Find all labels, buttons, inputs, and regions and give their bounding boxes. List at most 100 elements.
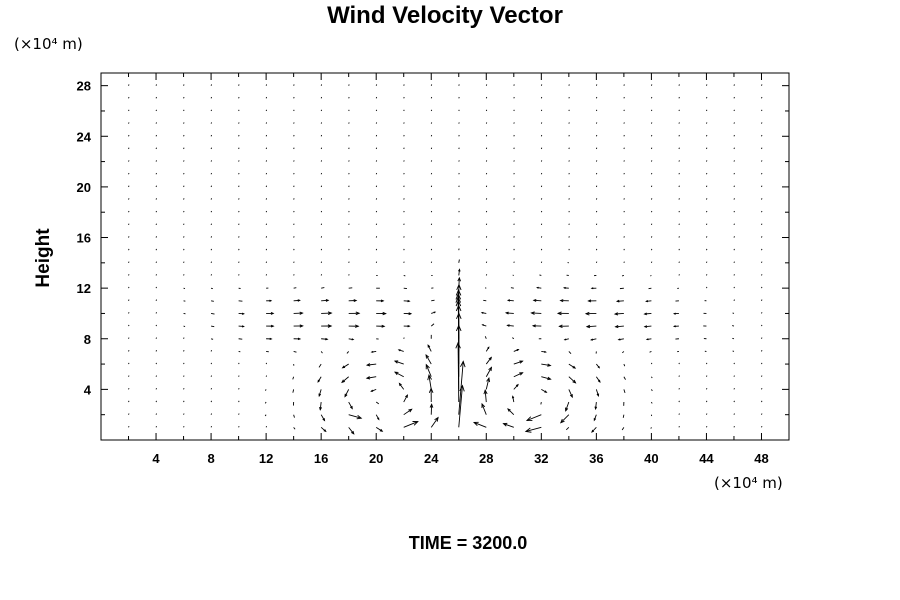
- wind-vector: [320, 134, 323, 137]
- wind-vector: [650, 236, 653, 238]
- wind-vector: [761, 147, 763, 150]
- wind-vector: [293, 109, 295, 112]
- wind-vector: [706, 425, 708, 428]
- y-tick-label: 24: [77, 129, 92, 144]
- x-tick-label: 20: [369, 451, 383, 466]
- wind-vector: [562, 286, 569, 290]
- wind-vector: [513, 248, 515, 251]
- wind-vector: [587, 299, 597, 303]
- wind-vector: [375, 236, 378, 238]
- wind-vector: [595, 122, 598, 124]
- wind-vector: [210, 425, 212, 428]
- wind-vector: [706, 261, 708, 264]
- wind-vector: [155, 400, 157, 403]
- wind-vector: [348, 338, 355, 341]
- wind-vector: [623, 198, 625, 200]
- wind-vector: [403, 261, 405, 264]
- wind-vector: [293, 324, 304, 328]
- wind-vector: [733, 172, 735, 175]
- wind-vector: [403, 324, 411, 328]
- wind-vector: [472, 421, 487, 428]
- wind-vector: [375, 147, 378, 150]
- x-tick-label: 40: [644, 451, 658, 466]
- wind-vector: [485, 198, 488, 200]
- wind-vector: [210, 172, 212, 175]
- wind-vector: [155, 324, 157, 327]
- wind-vector: [678, 400, 680, 403]
- wind-vector: [568, 96, 570, 99]
- wind-vector: [403, 147, 405, 150]
- wind-vector: [585, 324, 597, 329]
- wind-vector: [595, 109, 598, 112]
- wind-vector: [650, 261, 653, 264]
- wind-vector: [650, 96, 653, 99]
- wind-vector: [623, 248, 625, 251]
- wind-vector: [541, 363, 552, 367]
- wind-vector: [155, 337, 157, 339]
- wind-vector: [595, 185, 598, 188]
- wind-vector: [706, 375, 708, 377]
- wind-vector: [293, 350, 297, 353]
- wind-vector: [375, 185, 378, 188]
- wind-vector: [643, 325, 652, 328]
- wind-vector: [293, 198, 295, 200]
- wind-vector: [480, 311, 487, 314]
- wind-vector: [155, 299, 157, 301]
- plot-frame: [100, 72, 790, 441]
- wind-vector: [348, 299, 358, 303]
- wind-vector: [623, 389, 626, 394]
- wind-vector: [536, 286, 542, 289]
- wind-vector: [485, 236, 488, 238]
- wind-vector: [761, 299, 763, 301]
- wind-vector: [348, 223, 350, 226]
- wind-vector: [513, 185, 515, 188]
- wind-vector: [678, 236, 680, 238]
- wind-vector: [485, 84, 488, 86]
- wind-vector: [761, 84, 763, 86]
- wind-vector: [318, 363, 322, 368]
- wind-vector: [650, 147, 653, 150]
- wind-vector: [590, 287, 597, 290]
- wind-vector: [513, 172, 515, 175]
- wind-vector: [321, 337, 329, 341]
- wind-vector: [293, 414, 295, 418]
- wind-vector: [348, 427, 355, 435]
- wind-vector: [650, 275, 652, 277]
- wind-vector: [210, 160, 212, 162]
- wind-vector: [650, 198, 653, 200]
- wind-vector: [485, 376, 491, 390]
- wind-vector: [293, 274, 295, 276]
- wind-vector: [568, 84, 570, 86]
- wind-vector: [541, 350, 547, 353]
- wind-vector: [485, 185, 488, 188]
- wind-vector: [320, 122, 323, 124]
- wind-vector: [623, 96, 625, 99]
- wind-vector: [512, 337, 515, 340]
- wind-vector: [430, 147, 433, 150]
- wind-vector: [210, 350, 212, 352]
- wind-vector: [706, 400, 708, 403]
- wind-vector: [319, 401, 322, 411]
- wind-vector: [513, 96, 515, 99]
- wind-vector: [733, 362, 735, 365]
- wind-vector: [506, 324, 514, 327]
- wind-vector: [266, 299, 273, 302]
- wind-vector: [615, 299, 624, 303]
- wind-vector: [643, 312, 652, 316]
- wind-vector: [651, 376, 653, 379]
- wind-vector: [183, 236, 185, 238]
- x-tick-label: 24: [424, 451, 439, 466]
- wind-vector: [761, 362, 763, 365]
- wind-vector: [183, 134, 185, 137]
- x-tick-label: 44: [699, 451, 714, 466]
- wind-vector: [320, 198, 323, 200]
- wind-vector: [128, 109, 130, 112]
- wind-vector: [210, 147, 212, 150]
- wind-vector: [623, 122, 625, 124]
- wind-vector: [540, 172, 543, 175]
- wind-vector: [403, 421, 419, 428]
- wind-vector: [430, 261, 433, 264]
- wind-vector: [266, 337, 273, 341]
- wind-vector: [317, 376, 322, 383]
